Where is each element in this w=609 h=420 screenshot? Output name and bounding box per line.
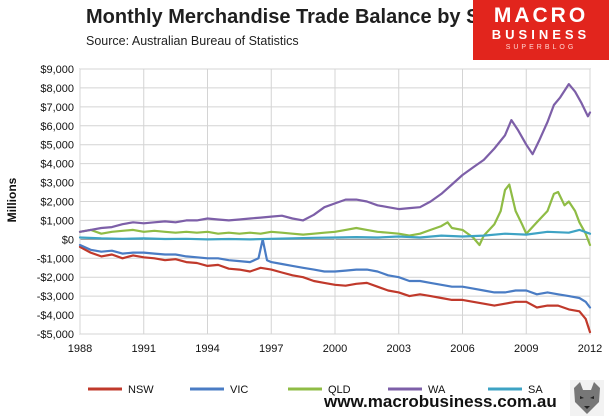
- series-line-qld: [78, 183, 592, 247]
- x-tick-label: 2003: [387, 343, 411, 355]
- y-tick-label: $1,000: [40, 215, 74, 227]
- y-tick-label: -$1,000: [37, 253, 74, 265]
- macro-business-logo[interactable]: MACRO BUSINESS SUPERBLOG: [473, 0, 609, 60]
- x-tick-label: 1988: [68, 343, 92, 355]
- y-axis-tick-labels: $9,000 $8,000 $7,000 $6,000 $5,000 $4,000 $3,0…: [37, 64, 74, 341]
- y-tick-label: $7,000: [40, 102, 74, 114]
- y-tick-label: -$3,000: [37, 291, 74, 303]
- logo-line-2: BUSINESS: [491, 27, 591, 42]
- legend-label-vic: VIC: [230, 384, 248, 396]
- x-tick-label: 2012: [578, 343, 602, 355]
- series-line-vic: [78, 238, 592, 309]
- footer-url[interactable]: www.macrobusiness.com.au: [324, 392, 557, 411]
- y-tick-label: $5,000: [40, 140, 74, 152]
- legend-label-qld: QLD: [328, 384, 351, 396]
- y-tick-label: $6,000: [40, 121, 74, 133]
- chart-subtitle: Source: Australian Bureau of Statistics: [86, 34, 299, 48]
- y-tick-label: $9,000: [40, 64, 74, 76]
- y-tick-label: -$5,000: [37, 329, 74, 341]
- x-tick-label: 1991: [132, 343, 156, 355]
- legend-label-nsw: NSW: [128, 384, 154, 396]
- y-tick-label: $2,000: [40, 197, 74, 209]
- y-tick-label: $3,000: [40, 178, 74, 190]
- y-tick-label: -$4,000: [37, 310, 74, 322]
- y-tick-label: -$2,000: [37, 272, 74, 284]
- logo-line-1: MACRO: [493, 4, 589, 27]
- wolf-logo-icon: [570, 380, 604, 416]
- chart-title: Monthly Merchandise Trade Balance by Sta…: [86, 6, 516, 28]
- x-tick-label: 1994: [195, 343, 219, 355]
- series-line-sa: [78, 228, 592, 241]
- y-tick-label: $4,000: [40, 159, 74, 171]
- legend: NSW VIC QLD WA SA: [88, 384, 543, 396]
- series-lines: [78, 83, 592, 334]
- legend-label-sa: SA: [528, 384, 543, 396]
- series-line-nsw: [78, 245, 592, 334]
- legend-label-wa: WA: [428, 384, 446, 396]
- gridlines: [79, 68, 591, 335]
- logo-line-3: SUPERBLOG: [505, 44, 577, 51]
- y-axis-label: Millions: [5, 177, 19, 222]
- x-axis-tick-labels: 1988 1991 1994 1997 2000 2003 2006 2009 2012: [68, 343, 602, 355]
- x-tick-label: 2000: [323, 343, 347, 355]
- x-tick-label: 2009: [514, 343, 538, 355]
- x-tick-label: 1997: [259, 343, 283, 355]
- y-tick-label: $8,000: [40, 83, 74, 95]
- series-line-wa: [78, 83, 592, 233]
- x-tick-label: 2006: [450, 343, 474, 355]
- y-tick-label: $0: [62, 234, 74, 246]
